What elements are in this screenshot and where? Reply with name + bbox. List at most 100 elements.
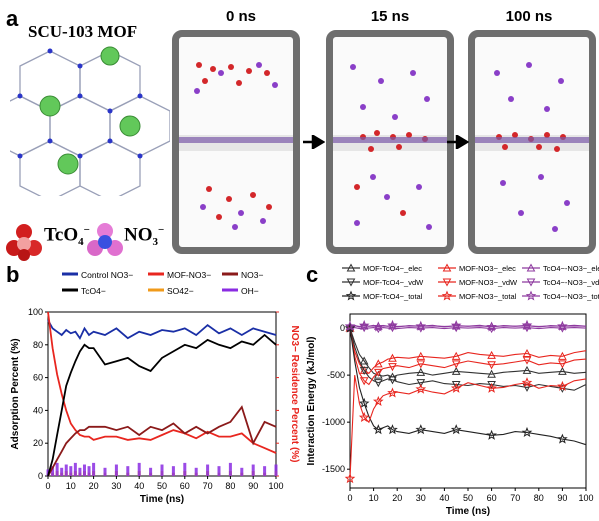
series-line — [47, 319, 277, 340]
data-point — [387, 424, 398, 435]
data-point — [344, 473, 356, 484]
data-point — [416, 351, 426, 360]
series-line — [349, 327, 587, 391]
data-point — [451, 360, 461, 369]
legend-label: NO3− — [241, 270, 263, 280]
x-tick-label: 90 — [248, 481, 258, 491]
simulation-box-15ns — [326, 30, 454, 254]
data-bar — [60, 467, 64, 476]
plot-frame — [47, 311, 277, 477]
data-point — [487, 361, 496, 370]
data-point — [486, 382, 497, 393]
y-tick-label: 0 — [340, 323, 345, 333]
data-point — [388, 376, 397, 385]
data-point — [415, 424, 427, 435]
arrow-right-icon — [447, 135, 469, 149]
arrow-right-icon — [303, 135, 325, 149]
x-axis-label: Time (ns) — [446, 506, 490, 517]
data-point — [487, 381, 496, 390]
legend-label: SO42− — [167, 286, 194, 296]
data-point — [372, 321, 384, 332]
data-point — [344, 322, 356, 333]
data-point — [372, 424, 384, 435]
data-point — [415, 383, 427, 394]
x-tick-label: 100 — [268, 481, 283, 491]
legend-label: MOF-TcO4−_vdW — [363, 278, 424, 287]
data-point — [451, 366, 461, 375]
y-tick-label: -1000 — [322, 417, 345, 427]
legend-label: MOF-NO3− — [167, 270, 211, 280]
series-line — [47, 405, 277, 477]
data-point — [521, 319, 533, 330]
data-bar — [194, 467, 198, 476]
legend-label: TcO4−-NO3−_vdW — [543, 278, 599, 287]
y-tick-label: 0 — [38, 471, 43, 481]
data-point — [372, 395, 384, 407]
time-label-100: 100 ns — [505, 8, 553, 25]
series-line — [349, 375, 587, 479]
simulation-box-0ns — [172, 30, 300, 254]
data-bar — [64, 464, 68, 476]
data-point — [387, 319, 398, 330]
y-tick-label: 60 — [33, 373, 43, 383]
data-point — [450, 319, 462, 331]
data-bar — [69, 466, 73, 476]
data-point — [416, 360, 426, 369]
data-bar — [217, 466, 221, 476]
legend-label: Control NO3− — [81, 270, 133, 280]
legend-marker — [442, 263, 452, 272]
y-tick-label: 100 — [28, 307, 43, 317]
data-point — [486, 429, 497, 440]
mof-structure-image — [10, 46, 170, 196]
tco4-molecule-icon — [6, 224, 42, 261]
series-line — [349, 328, 587, 446]
x-tick-label: 20 — [392, 493, 402, 503]
ion-cloud — [179, 62, 293, 230]
data-point — [522, 365, 532, 374]
plot-frame — [349, 313, 587, 489]
x-axis-label: Time (ns) — [140, 494, 184, 505]
x-tick-label: 10 — [66, 481, 76, 491]
data-point — [558, 360, 567, 369]
x-tick-label: 40 — [439, 493, 449, 503]
data-point — [416, 367, 426, 376]
chart-b: Control NO3− MOF-NO3− NO3− TcO4− SO42− OH− 0 10… — [10, 270, 300, 505]
data-point — [387, 387, 398, 398]
x-tick-label: 30 — [416, 493, 426, 503]
data-point — [373, 370, 383, 379]
data-bar — [183, 462, 187, 476]
x-tick-label: 0 — [45, 481, 50, 491]
x-tick-label: 50 — [463, 493, 473, 503]
legend-marker — [442, 278, 452, 287]
x-tick-label: 70 — [203, 481, 213, 491]
ion-cloud — [475, 62, 589, 232]
data-point — [557, 433, 568, 444]
data-bar — [114, 464, 118, 476]
y-tick-label: -1500 — [322, 464, 345, 474]
legend-label: TcO4− — [81, 286, 106, 296]
series-line — [47, 311, 277, 454]
data-bar — [160, 464, 164, 476]
y-axis-label: Adsorption Percent (%) — [10, 338, 21, 449]
data-point — [451, 351, 461, 360]
data-bar — [103, 467, 107, 476]
legend-label: MOF-TcO4−_elec — [363, 264, 422, 273]
x-tick-label: 100 — [578, 493, 593, 503]
legend-label: TcO4−-NO3−_elec — [543, 264, 599, 273]
series-line — [349, 327, 587, 378]
y-tick-label: 80 — [33, 340, 43, 350]
legend-label: OH− — [241, 286, 259, 296]
data-point — [416, 379, 426, 388]
data-bar — [51, 466, 55, 476]
data-point — [558, 366, 567, 375]
simulation-box-100ns — [468, 30, 596, 254]
data-point — [344, 320, 356, 331]
series-line — [349, 328, 587, 386]
data-point — [521, 426, 533, 438]
data-point — [521, 377, 533, 388]
data-bar — [92, 462, 96, 476]
y-axis-label: Interaction Energy (kJ/mol) — [306, 337, 317, 466]
data-bar — [206, 464, 210, 476]
y-tick-label: -500 — [327, 370, 345, 380]
data-point — [388, 363, 397, 372]
